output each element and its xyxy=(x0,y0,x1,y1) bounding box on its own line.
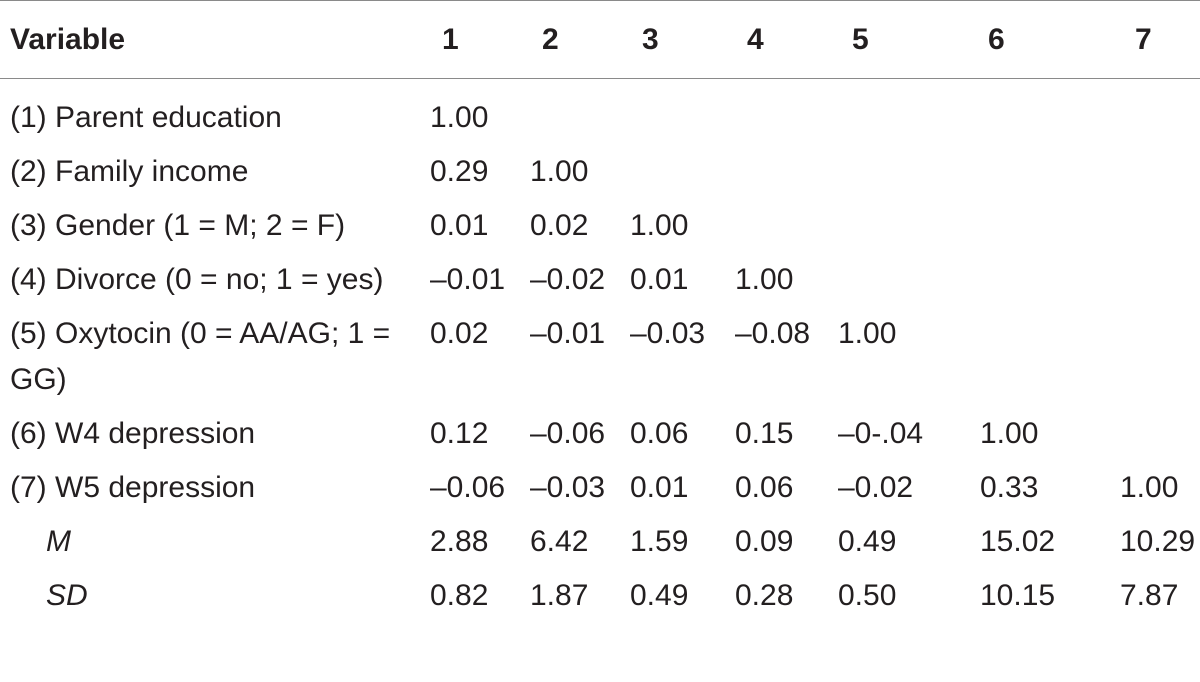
cell-value xyxy=(725,149,830,203)
cell-value: 0.50 xyxy=(838,579,897,612)
cell-value: 1.00 xyxy=(735,263,794,296)
cell-value: 0.02 xyxy=(430,317,489,350)
row-label: (6) W4 depression xyxy=(10,417,256,450)
cell-value xyxy=(830,257,950,311)
cell-value xyxy=(1065,311,1200,411)
header-variable: Variable xyxy=(10,22,126,56)
cell-value: –0.01 xyxy=(430,263,506,296)
cell-value: 0.15 xyxy=(735,417,794,450)
header-col-7: 7 xyxy=(1135,22,1152,56)
row-label: (4) Divorce (0 = no; 1 = yes) xyxy=(10,263,384,296)
cell-value xyxy=(520,79,620,150)
cell-value xyxy=(1065,203,1200,257)
cell-value: 2.88 xyxy=(430,525,489,558)
cell-value: 1.00 xyxy=(1120,471,1179,504)
cell-value xyxy=(830,149,950,203)
cell-value: 1.00 xyxy=(980,417,1039,450)
cell-value xyxy=(1065,79,1200,150)
table-row: SD 0.82 1.87 0.49 0.28 0.50 10.15 7.87 xyxy=(0,573,1200,627)
table-row: (4) Divorce (0 = no; 1 = yes) –0.01 –0.02 0… xyxy=(0,257,1200,311)
table-row: (5) Oxytocin (0 = AA/AG; 1 = GG) 0.02 –0.0… xyxy=(0,311,1200,411)
table-row: (7) W5 depression –0.06 –0.03 0.01 0.06 –0.02… xyxy=(0,465,1200,519)
cell-value: 0.06 xyxy=(735,471,794,504)
cell-value: 0.06 xyxy=(630,417,689,450)
cell-value: 1.00 xyxy=(530,155,589,188)
cell-value xyxy=(725,203,830,257)
cell-value: 0.12 xyxy=(430,417,489,450)
table-row: (1) Parent education 1.00 xyxy=(0,79,1200,150)
cell-value: 1.59 xyxy=(630,525,689,558)
table-row: M 2.88 6.42 1.59 0.09 0.49 15.02 10.29 xyxy=(0,519,1200,573)
cell-value xyxy=(950,257,1065,311)
header-col-2: 2 xyxy=(542,22,559,56)
cell-value xyxy=(950,149,1065,203)
cell-value: 1.00 xyxy=(430,101,489,134)
header-col-3: 3 xyxy=(642,22,659,56)
row-label: (7) W5 depression xyxy=(10,471,256,504)
cell-value xyxy=(950,79,1065,150)
cell-value: 1.00 xyxy=(630,209,689,242)
cell-value xyxy=(1065,411,1200,465)
cell-value xyxy=(950,203,1065,257)
cell-value xyxy=(620,79,725,150)
cell-value: 0.29 xyxy=(430,155,489,188)
cell-value: 0.02 xyxy=(530,209,589,242)
cell-value: –0.01 xyxy=(530,317,606,350)
cell-value xyxy=(1065,149,1200,203)
table-row: (6) W4 depression 0.12 –0.06 0.06 0.15 –0-.04… xyxy=(0,411,1200,465)
cell-value: –0.06 xyxy=(430,471,506,504)
cell-value xyxy=(830,79,950,150)
correlation-table: Variable 1 2 3 4 5 6 7 (1) Parent educat… xyxy=(0,0,1200,628)
cell-value: 0.01 xyxy=(630,471,689,504)
cell-value: 10.15 xyxy=(980,579,1056,612)
header-col-5: 5 xyxy=(852,22,869,56)
cell-value: –0.03 xyxy=(630,317,706,350)
correlation-table-container: Variable 1 2 3 4 5 6 7 (1) Parent educat… xyxy=(0,0,1200,628)
row-label: SD xyxy=(46,579,88,612)
cell-value: –0.06 xyxy=(530,417,606,450)
cell-value: 0.49 xyxy=(838,525,897,558)
cell-value: 7.87 xyxy=(1120,579,1179,612)
cell-value: 0.28 xyxy=(735,579,794,612)
cell-value: 10.29 xyxy=(1120,525,1196,558)
cell-value: 15.02 xyxy=(980,525,1056,558)
cell-value: 0.33 xyxy=(980,471,1039,504)
header-col-4: 4 xyxy=(747,22,764,56)
row-label: M xyxy=(46,525,71,558)
cell-value xyxy=(830,203,950,257)
table-row: (2) Family income 0.29 1.00 xyxy=(0,149,1200,203)
cell-value: –0.08 xyxy=(735,317,811,350)
cell-value: 0.82 xyxy=(430,579,489,612)
cell-value: –0.02 xyxy=(530,263,606,296)
cell-value xyxy=(1065,257,1200,311)
cell-value: 6.42 xyxy=(530,525,589,558)
cell-value xyxy=(725,79,830,150)
table-header: Variable 1 2 3 4 5 6 7 xyxy=(0,0,1200,79)
cell-value: 1.00 xyxy=(838,317,897,350)
cell-value: –0-.04 xyxy=(838,417,924,450)
cell-value: –0.02 xyxy=(838,471,914,504)
header-row: Variable 1 2 3 4 5 6 7 xyxy=(0,0,1200,79)
cell-value: –0.03 xyxy=(530,471,606,504)
cell-value: 0.01 xyxy=(430,209,489,242)
header-col-6: 6 xyxy=(988,22,1005,56)
table-body: (1) Parent education 1.00 (2) Family incom… xyxy=(0,79,1200,628)
row-label: (3) Gender (1 = M; 2 = F) xyxy=(10,209,346,242)
row-label: (5) Oxytocin (0 = AA/AG; 1 = GG) xyxy=(10,317,391,396)
cell-value: 0.09 xyxy=(735,525,794,558)
cell-value: 1.87 xyxy=(530,579,589,612)
table-row: (3) Gender (1 = M; 2 = F) 0.01 0.02 1.00 xyxy=(0,203,1200,257)
row-label: (1) Parent education xyxy=(10,101,282,134)
header-col-1: 1 xyxy=(442,22,459,56)
cell-value: 0.01 xyxy=(630,263,689,296)
row-label: (2) Family income xyxy=(10,155,249,188)
cell-value xyxy=(620,149,725,203)
cell-value: 0.49 xyxy=(630,579,689,612)
cell-value xyxy=(950,311,1065,411)
